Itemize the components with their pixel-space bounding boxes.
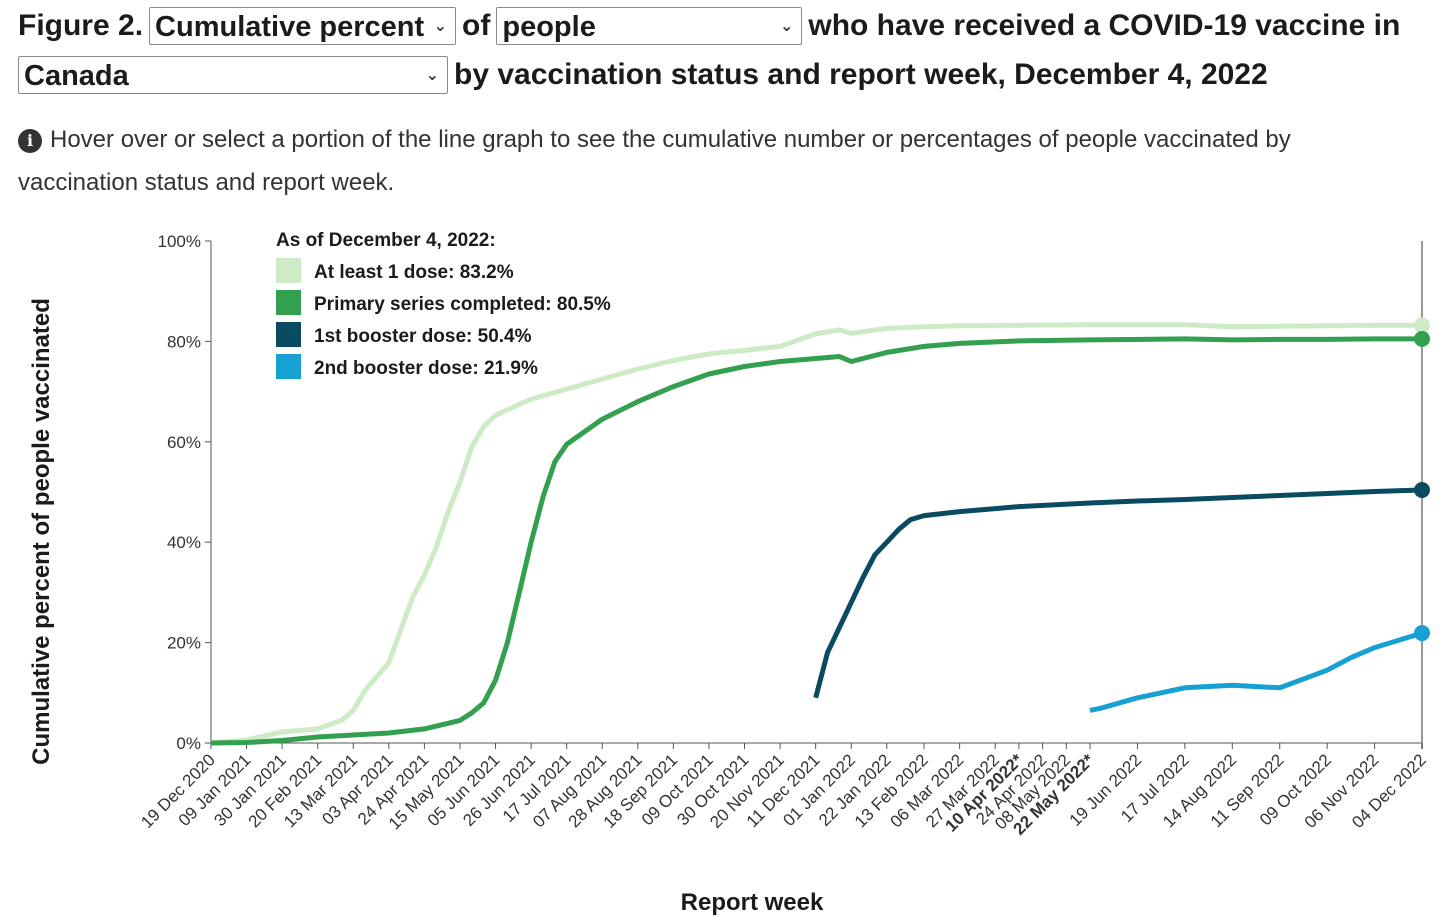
legend-swatch-1 — [276, 258, 301, 283]
chevron-down-icon: ⌄ — [779, 18, 794, 35]
legend-swatch-2 — [276, 290, 301, 315]
series-end-point-1[interactable] — [1414, 317, 1430, 334]
y-tick-label: 40% — [167, 533, 201, 552]
series-end-point-2[interactable] — [1414, 330, 1430, 347]
series-line-1[interactable] — [210, 322, 1422, 746]
chevron-down-icon: ⌄ — [425, 67, 439, 84]
measure-select-value: Cumulative percent — [155, 11, 425, 43]
title-suffix-text: by vaccination status and report week, D… — [454, 58, 1268, 91]
y-tick-label: 0% — [176, 734, 201, 753]
y-tick-label: 100% — [158, 232, 201, 251]
population-select-value: people — [502, 11, 596, 43]
legend-title: As of December 4, 2022: — [276, 230, 496, 251]
series-line-3[interactable] — [813, 487, 1423, 699]
info-text-line-2: vaccination status and report week. — [18, 169, 395, 196]
legend-label-3: 1st booster dose: 50.4% — [314, 326, 532, 347]
figure-title-row-2: Canada ⌄ by vaccination status and repor… — [18, 55, 1274, 95]
chevron-down-icon: ⌄ — [433, 18, 448, 35]
y-axis-title: Cumulative percent of people vaccinated — [28, 298, 55, 765]
info-icon: i — [18, 129, 42, 153]
figure-number: Figure 2. — [18, 9, 144, 42]
legend-swatch-3 — [276, 322, 301, 347]
geography-select-value: Canada — [24, 60, 129, 92]
legend-label-4: 2nd booster dose: 21.9% — [314, 358, 538, 379]
series-line-2[interactable] — [210, 336, 1422, 746]
series-end-point-3[interactable] — [1414, 481, 1430, 498]
legend-swatch-4 — [276, 354, 301, 379]
info-note: i Hover over or select a portion of the l… — [18, 118, 1456, 204]
legend-label-2: Primary series completed: 80.5% — [314, 294, 611, 315]
legend-label-1: At least 1 dose: 83.2% — [314, 262, 514, 283]
y-tick-label: 60% — [167, 433, 201, 452]
series-end-point-4[interactable] — [1414, 625, 1430, 642]
y-tick-label: 80% — [167, 332, 201, 351]
y-tick-label: 20% — [167, 634, 201, 653]
measure-select[interactable]: Cumulative percent ⌄ — [149, 7, 457, 45]
title-middle-text: who have received a COVID-19 vaccine in — [808, 9, 1401, 42]
title-of-text: of — [462, 9, 491, 42]
x-axis-title: Report week — [681, 889, 824, 916]
series-line-4[interactable] — [1089, 630, 1423, 713]
figure-title-row-1: Figure 2. Cumulative percent ⌄ of people… — [18, 6, 1406, 46]
info-text-line-1: Hover over or select a portion of the li… — [50, 126, 1291, 153]
geography-select[interactable]: Canada ⌄ — [18, 56, 448, 94]
population-select[interactable]: people ⌄ — [496, 7, 803, 45]
